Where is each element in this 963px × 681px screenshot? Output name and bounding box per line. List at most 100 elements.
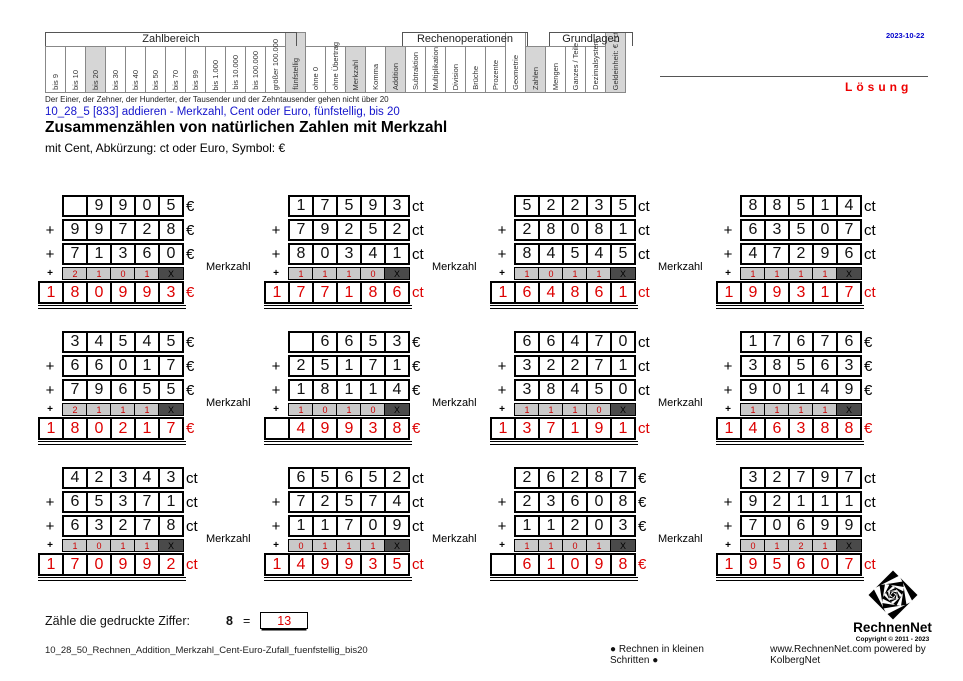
- topic-column-label: Prozente: [490, 59, 500, 90]
- digit-cell: 6: [538, 467, 564, 489]
- digit-cell: 0: [158, 243, 184, 265]
- plus-sign: +: [271, 493, 281, 511]
- topic-column-label: Multiplikation: [430, 46, 440, 90]
- topic-column: bis 70: [165, 46, 186, 93]
- digit-cell: 3: [110, 243, 136, 265]
- result-row: 1 7 7 1 8 6 ct: [264, 281, 490, 304]
- addend-row: +1 8 1 1 4 €: [264, 379, 490, 401]
- digit-cell: 8: [538, 379, 564, 401]
- addend-row: 3 2 7 9 7 ct: [716, 467, 942, 489]
- digit-cell: 2: [514, 219, 540, 241]
- result-cell: 1: [38, 417, 64, 440]
- digit-cell: 7: [134, 515, 160, 537]
- carry-cell: 0: [360, 403, 386, 416]
- result-cell: 3: [360, 553, 386, 576]
- digit-cell: 7: [62, 243, 88, 265]
- addend-row: +9 9 7 2 8 €: [38, 219, 264, 241]
- digit-cell: 3: [86, 515, 112, 537]
- carry-cell: 1: [336, 539, 362, 552]
- digit-cell: 6: [836, 243, 862, 265]
- topic-column: Zahlen: [525, 46, 546, 93]
- plus-sign: +: [723, 381, 733, 399]
- digit-cell: 2: [764, 467, 790, 489]
- digit-cell: 7: [360, 355, 386, 377]
- digit-cell: 3: [336, 243, 362, 265]
- count-task: Zähle die gedruckte Ziffer: 8 = 13: [45, 612, 309, 629]
- topic-column-label: Komma: [370, 64, 380, 90]
- digit-cell: 9: [86, 219, 112, 241]
- result-cell: 6: [514, 281, 540, 304]
- result-underline: [490, 577, 638, 581]
- plus-placeholder: [38, 331, 62, 353]
- addend-rows: 9 9 0 5 € +9 9 7 2 8 € +7 1 3 6 0 €: [38, 195, 264, 265]
- digit-cell: 8: [764, 195, 790, 217]
- result-cell: 1: [716, 553, 742, 576]
- addend-row: +3 8 5 6 3 €: [716, 355, 942, 377]
- no-carry-cell: X: [158, 267, 184, 280]
- carry-cell: 2: [788, 539, 814, 552]
- digit-cell: 0: [764, 379, 790, 401]
- digit-cell: 7: [740, 515, 766, 537]
- result-cell: 7: [62, 553, 88, 576]
- result-cell: 7: [836, 553, 862, 576]
- page-subtitle: mit Cent, Abkürzung: ct oder Euro, Symbo…: [45, 141, 286, 155]
- currency-unit: ct: [864, 493, 876, 511]
- digit-cell: 8: [764, 355, 790, 377]
- result-cell: 1: [610, 417, 636, 440]
- topic-column: Brüche: [465, 46, 486, 93]
- plus-sign: +: [499, 540, 505, 551]
- header-note: Der Einer, der Zehner, der Hunderter, de…: [45, 95, 389, 104]
- topic-column: bis 30: [105, 46, 126, 93]
- plus-sign: +: [723, 221, 733, 239]
- digit-cell: 7: [336, 515, 362, 537]
- result-cell: 1: [264, 281, 290, 304]
- digit-cell: 5: [110, 331, 136, 353]
- digit-cell: 2: [562, 515, 588, 537]
- carry-cell: 1: [110, 539, 136, 552]
- digit-cell: 2: [384, 467, 410, 489]
- topic-column: größer 100.000: [265, 39, 286, 93]
- topic-column: ohne Übertrag: [325, 42, 346, 93]
- plus-sign: +: [271, 245, 281, 263]
- topic-column: Multiplikation: [425, 46, 446, 93]
- plus-sign: +: [45, 245, 55, 263]
- carry-cell: 1: [336, 267, 362, 280]
- digit-cell: 2: [288, 355, 314, 377]
- result-cell: 9: [740, 281, 766, 304]
- plus-sign: +: [47, 268, 53, 279]
- digit-cell: 9: [110, 195, 136, 217]
- result-row: 4 9 9 3 8 €: [264, 417, 490, 440]
- addend-row: +2 8 0 8 1 ct: [490, 219, 716, 241]
- currency-unit: €: [638, 517, 647, 535]
- digit-cell: 1: [86, 243, 112, 265]
- digit-cell: 9: [740, 379, 766, 401]
- result-cell: 6: [788, 553, 814, 576]
- carry-cell: 1: [586, 539, 612, 552]
- digit-cell: 6: [788, 515, 814, 537]
- addend-row: +8 4 5 4 5 ct: [490, 243, 716, 265]
- addend-row: +9 2 1 1 1 ct: [716, 491, 942, 513]
- currency-unit: €: [186, 245, 195, 263]
- carry-cell: 2: [62, 403, 88, 416]
- topic-group-label: Grundlagen: [549, 32, 633, 46]
- digit-cell: 5: [312, 467, 338, 489]
- carry-cell: 1: [62, 539, 88, 552]
- topic-column-label: bis 99: [190, 69, 200, 90]
- digit-cell: 2: [110, 515, 136, 537]
- digit-cell: 0: [360, 515, 386, 537]
- digit-cell: 8: [514, 243, 540, 265]
- result-cell: 1: [716, 417, 742, 440]
- topic-column: bis 9: [45, 46, 66, 93]
- topic-column: bis 99: [185, 46, 206, 93]
- digit-cell: 5: [158, 331, 184, 353]
- digit-cell: 9: [812, 243, 838, 265]
- currency-unit: ct: [864, 221, 876, 239]
- topic-column-label: bis 10: [70, 69, 80, 90]
- addend-row: 5 2 2 3 5 ct: [490, 195, 716, 217]
- plus-sign: +: [499, 404, 505, 415]
- merkzahl-label: Merkzahl: [206, 397, 251, 409]
- digit-cell: 7: [812, 331, 838, 353]
- addend-row: 1 7 5 9 3 ct: [264, 195, 490, 217]
